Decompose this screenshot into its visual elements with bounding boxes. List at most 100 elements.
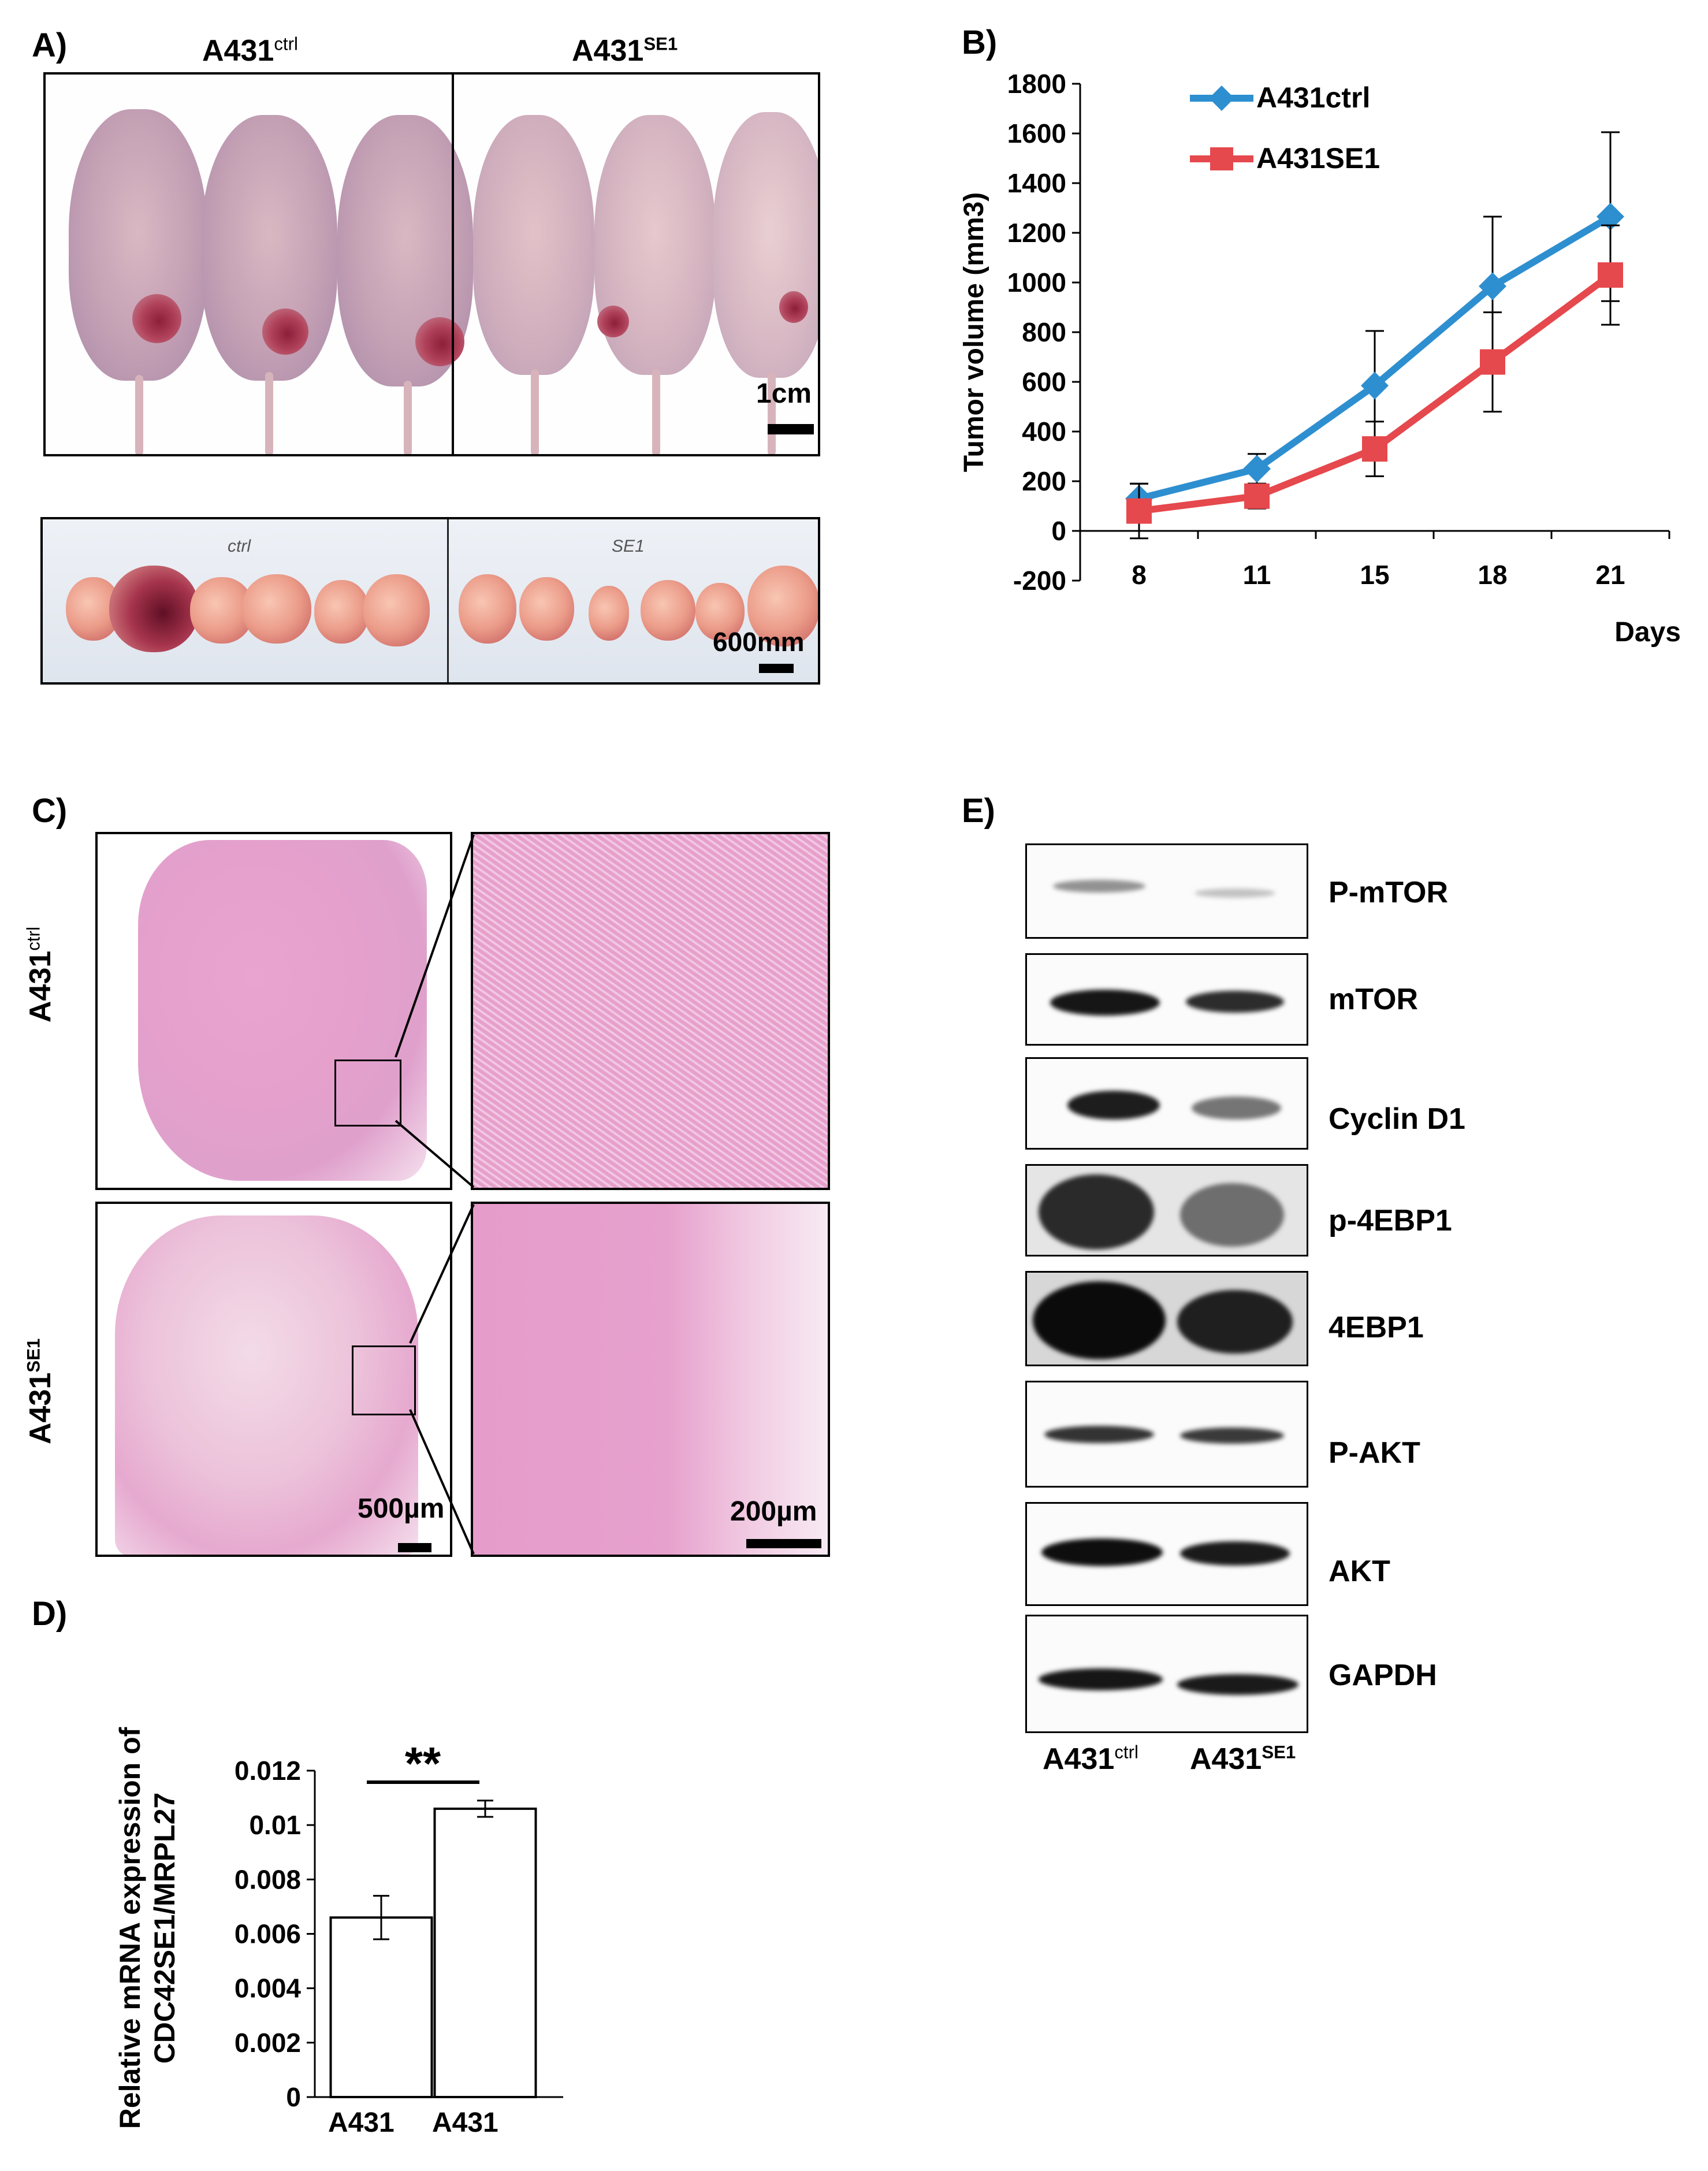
tumor-volume-chart: -200 0 200 400 600 800 1000 1200 1400 1600 1800 8 11… bbox=[959, 69, 1681, 648]
tumor-nodule bbox=[314, 580, 369, 644]
tumor-nodule bbox=[519, 577, 574, 641]
y-tick-label: 800 bbox=[1022, 317, 1066, 347]
tumor-nodule bbox=[589, 586, 629, 641]
panel-d-label: D) bbox=[32, 1595, 68, 1633]
panel-b-label: B) bbox=[962, 24, 998, 61]
scale-bar-200um bbox=[746, 1539, 821, 1548]
data-point-a431se1 bbox=[1598, 262, 1623, 288]
scale-label-200um: 200µm bbox=[730, 1496, 817, 1527]
blot-p-akt bbox=[1025, 1381, 1308, 1488]
scale-bar-500um bbox=[398, 1543, 431, 1552]
photo-divider bbox=[452, 75, 454, 454]
mouse-ctrl-1 bbox=[69, 109, 207, 381]
mouse-se1-1 bbox=[473, 115, 594, 375]
blot-label-4ebp1: 4EBP1 bbox=[1329, 1311, 1424, 1344]
mice-photo: 1cm bbox=[43, 72, 820, 456]
legend-marker bbox=[1209, 85, 1234, 111]
x-tick-label: 11 bbox=[1243, 560, 1271, 590]
x-tick-label: 8 bbox=[1132, 560, 1147, 590]
tumor-nodule bbox=[363, 574, 430, 646]
tumor-ctrl-2 bbox=[262, 308, 308, 355]
blot-label-akt: AKT bbox=[1329, 1555, 1390, 1588]
blot-cyclin-d1 bbox=[1025, 1057, 1308, 1150]
data-point-a431ctrl bbox=[1361, 371, 1389, 400]
y-tick-label: 1200 bbox=[1007, 218, 1066, 248]
data-point-a431se1 bbox=[1244, 483, 1270, 509]
bar-a431ctrl bbox=[329, 1916, 433, 2098]
x-tick-label: A431 bbox=[328, 2107, 395, 2138]
scale-label-tumors: 600mm bbox=[713, 627, 805, 657]
dish-label-ctrl: ctrl bbox=[228, 537, 251, 556]
y-tick-label: 0.012 bbox=[235, 1756, 301, 1786]
x-tick-label: 15 bbox=[1360, 560, 1389, 590]
tumor-ctrl-1 bbox=[132, 294, 181, 343]
tumor-se1-2 bbox=[597, 306, 629, 337]
data-point-a431se1 bbox=[1126, 498, 1152, 524]
dish-divider bbox=[447, 519, 449, 682]
zoom-box bbox=[352, 1345, 416, 1415]
y-tick-label: 0.004 bbox=[235, 1973, 302, 2003]
y-tick-label: 0 bbox=[1051, 516, 1066, 546]
significance-stars: ** bbox=[405, 1738, 441, 1789]
x-tick-label: 21 bbox=[1595, 560, 1625, 590]
tumor-nodule bbox=[242, 574, 311, 644]
y-tick-label: 600 bbox=[1022, 367, 1066, 397]
x-axis-label: Days bbox=[1614, 617, 1681, 648]
x-tick-label: 18 bbox=[1478, 560, 1507, 590]
panel-a-group-left: A431ctrl bbox=[202, 34, 298, 68]
scale-bar-tumors bbox=[759, 664, 794, 673]
blot-p-mtor bbox=[1025, 843, 1308, 939]
scale-label-mice: 1cm bbox=[756, 378, 812, 409]
blot-p-4ebp1 bbox=[1025, 1164, 1308, 1256]
he-overview-ctrl bbox=[95, 832, 452, 1190]
data-point-a431se1 bbox=[1480, 349, 1505, 375]
data-point-a431ctrl bbox=[1597, 203, 1624, 231]
x-tick-label: A431 bbox=[432, 2107, 498, 2138]
panel-e-label: E) bbox=[962, 792, 995, 830]
blot-mtor bbox=[1025, 953, 1308, 1046]
tumor-ctrl-3 bbox=[415, 317, 464, 366]
dish-label-se1: SE1 bbox=[612, 537, 645, 556]
he-overview-se1: 500µm bbox=[95, 1202, 452, 1557]
blot-label-p-4ebp1: p-4EBP1 bbox=[1329, 1204, 1452, 1237]
zoom-box bbox=[334, 1060, 401, 1127]
y-tick-label: 1600 bbox=[1007, 118, 1066, 148]
y-tick-label: 200 bbox=[1022, 466, 1066, 496]
panel-a-group-right: A431SE1 bbox=[572, 34, 678, 68]
mrna-expression-chart: 00.0020.0040.0060.0080.010.012A431ctrlA4… bbox=[114, 1727, 563, 2138]
y-axis-label: Tumor volume (mm3) bbox=[959, 192, 989, 473]
y-tick-label: 0.008 bbox=[235, 1864, 301, 1894]
y-tick-label: 400 bbox=[1022, 417, 1066, 447]
he-zoom-se1: 200µm bbox=[471, 1202, 830, 1557]
tumor-se1-3 bbox=[779, 291, 808, 323]
y-tick-label: -200 bbox=[1013, 566, 1066, 596]
data-point-a431se1 bbox=[1362, 436, 1387, 462]
tumor-nodule bbox=[641, 580, 695, 641]
lane-label-ctrl: A431ctrl bbox=[1043, 1742, 1138, 1776]
blot-label-mtor: mTOR bbox=[1329, 983, 1419, 1016]
y-tick-label: 1800 bbox=[1007, 69, 1066, 99]
data-point-a431ctrl bbox=[1479, 272, 1506, 300]
tumor-nodule bbox=[459, 574, 516, 644]
scale-bar-mice bbox=[768, 424, 814, 434]
legend-marker bbox=[1210, 147, 1233, 170]
bar-a431se1 bbox=[433, 1807, 537, 2098]
y-axis-label: CDC42SE1/MRPL27 bbox=[148, 1793, 181, 2064]
legend-label: A431SE1 bbox=[1256, 142, 1380, 174]
blot-label-p-mtor: P-mTOR bbox=[1329, 876, 1449, 909]
y-axis-label: Relative mRNA expression of bbox=[114, 1727, 146, 2129]
y-tick-label: 1400 bbox=[1007, 168, 1066, 198]
he-zoom-ctrl bbox=[471, 832, 830, 1190]
tumors-dish-photo: ctrl SE1 600mm bbox=[40, 517, 820, 685]
data-point-a431ctrl bbox=[1243, 455, 1271, 483]
tumor-nodule bbox=[747, 566, 818, 646]
y-tick-label: 0 bbox=[286, 2082, 301, 2112]
lane-label-se1: A431SE1 bbox=[1190, 1742, 1296, 1776]
blot-akt bbox=[1025, 1502, 1308, 1606]
tumor-nodule bbox=[695, 583, 745, 641]
legend-label: A431ctrl bbox=[1256, 81, 1370, 114]
blot-gapdh bbox=[1025, 1615, 1308, 1733]
y-tick-label: 0.01 bbox=[249, 1810, 301, 1840]
y-tick-label: 0.002 bbox=[235, 2028, 301, 2058]
